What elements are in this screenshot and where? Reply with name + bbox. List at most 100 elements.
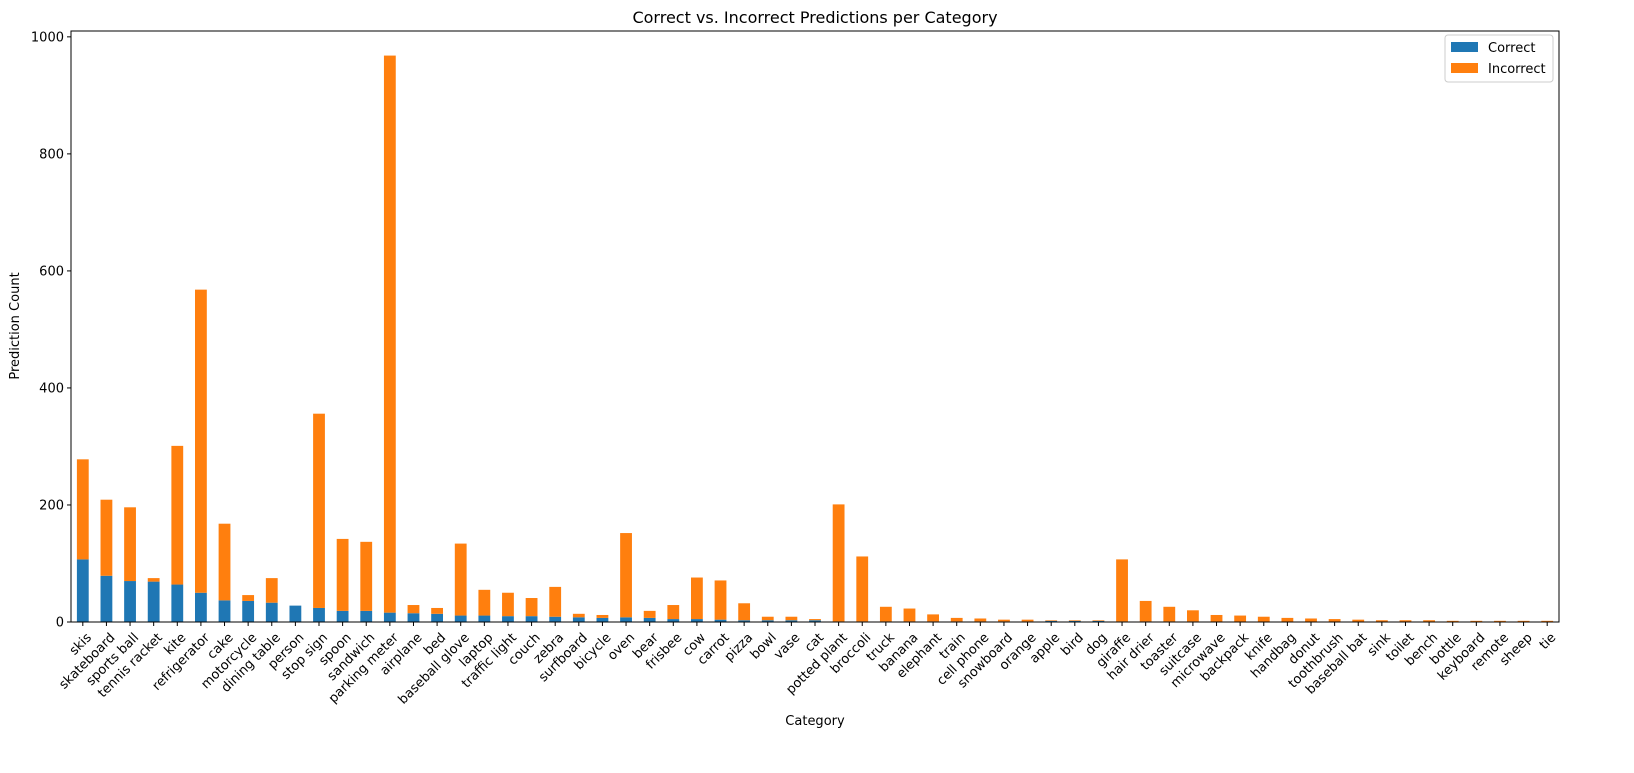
bar-incorrect-sandwich: [360, 541, 373, 611]
bar-incorrect-cow: [691, 577, 703, 620]
bar-incorrect-giraffe: [1116, 559, 1128, 622]
bar-correct-cat: [809, 620, 821, 622]
bar-correct-cake: [218, 600, 231, 622]
bar-incorrect-skateboard: [100, 499, 113, 576]
bar-incorrect-truck: [879, 606, 892, 622]
bar-correct-traffic-light: [502, 616, 514, 622]
bar-incorrect-bench: [1423, 620, 1435, 622]
bar-correct-bear: [643, 617, 656, 622]
bar-incorrect-stop-sign: [313, 413, 325, 608]
bar-incorrect-train: [950, 617, 963, 622]
y-tick-label-400: 400: [39, 381, 64, 396]
bar-incorrect-elephant: [927, 614, 939, 622]
bar-incorrect-baseball-glove: [454, 543, 467, 616]
bar-incorrect-bicycle: [596, 614, 609, 618]
bar-incorrect-skis: [76, 459, 89, 560]
bar-incorrect-apple: [1045, 620, 1058, 621]
bar-correct-oven: [620, 617, 632, 622]
bar-incorrect-spoon: [336, 538, 349, 611]
bar-correct-dog: [1092, 620, 1105, 622]
bar-correct-spoon: [336, 610, 349, 622]
bar-correct-cow: [691, 619, 703, 622]
bar-correct-couch: [525, 616, 538, 622]
bar-incorrect-carrot: [714, 580, 727, 620]
bar-correct-sandwich: [360, 610, 373, 622]
bar-correct-skis: [76, 559, 89, 622]
bar-incorrect-microwave: [1210, 614, 1223, 622]
bar-correct-bicycle: [596, 617, 609, 622]
bar-correct-apple: [1045, 620, 1058, 622]
bar-correct-pizza: [738, 620, 751, 622]
bar-incorrect-toothbrush: [1328, 619, 1341, 622]
bar-incorrect-broccoli: [856, 556, 869, 622]
bar-incorrect-traffic-light: [502, 592, 514, 617]
legend-label-correct: Correct: [1488, 41, 1535, 56]
plot-frame: [70, 30, 1560, 623]
bar-incorrect-snowboard: [998, 619, 1010, 622]
y-tick-label-800: 800: [39, 147, 64, 162]
bar-incorrect-bowl: [761, 616, 774, 621]
bar-correct-person: [289, 605, 302, 622]
bar-correct-motorcycle: [242, 600, 255, 622]
bar-incorrect-sink: [1375, 620, 1388, 622]
legend: Correct Incorrect: [1444, 34, 1554, 83]
bar-correct-baseball-glove: [454, 615, 467, 622]
bar-correct-carrot: [714, 619, 727, 622]
bar-correct-zebra: [549, 616, 562, 622]
y-tick-label-200: 200: [39, 498, 64, 513]
bar-incorrect-oven: [620, 533, 632, 618]
bar-correct-bed: [431, 613, 443, 622]
bar-correct-bird: [1068, 620, 1081, 622]
bar-incorrect-banana: [903, 608, 916, 622]
bar-incorrect-cake: [218, 523, 231, 601]
bar-incorrect-remote: [1494, 620, 1506, 622]
bar-incorrect-couch: [525, 598, 538, 617]
y-tick-label-600: 600: [39, 264, 64, 279]
bar-incorrect-orange: [1021, 619, 1034, 622]
bar-correct-frisbee: [667, 619, 680, 622]
bar-incorrect-zebra: [549, 586, 562, 617]
bar-incorrect-refrigerator: [195, 289, 207, 593]
bar-correct-dining-table: [265, 602, 278, 622]
bar-incorrect-sports-ball: [124, 507, 136, 582]
y-axis: 0 200 400 600 800 1000: [31, 30, 71, 631]
bar-incorrect-donut: [1305, 618, 1317, 622]
bar-incorrect-surfboard: [572, 613, 585, 618]
bar-incorrect-airplane: [407, 605, 420, 614]
bar-incorrect-sheep: [1517, 620, 1530, 622]
bar-incorrect-tie: [1541, 620, 1554, 622]
bar-incorrect-bottle: [1446, 620, 1459, 622]
bar-incorrect-dog: [1092, 620, 1105, 621]
bar-correct-vase: [785, 620, 798, 622]
bar-incorrect-bed: [431, 607, 443, 614]
bar-incorrect-tennis-racket: [147, 578, 160, 582]
bar-incorrect-bear: [643, 610, 656, 618]
bar-incorrect-toaster: [1163, 606, 1176, 622]
bar-correct-airplane: [407, 613, 420, 622]
bar-incorrect-baseball-bat: [1352, 619, 1365, 622]
legend-swatch-correct: [1451, 42, 1478, 52]
bar-correct-refrigerator: [195, 592, 207, 622]
bar-incorrect-dining-table: [265, 578, 278, 603]
bar-correct-laptop: [478, 615, 491, 622]
bar-incorrect-kite: [171, 445, 184, 585]
bar-correct-surfboard: [572, 617, 585, 622]
bar-incorrect-pizza: [738, 603, 751, 621]
x-axis-title: Category: [785, 714, 845, 729]
legend-label-incorrect: Incorrect: [1488, 62, 1546, 77]
bar-incorrect-cat: [809, 619, 821, 621]
bar-incorrect-frisbee: [667, 605, 680, 620]
bar-correct-sports-ball: [124, 581, 136, 622]
bar-incorrect-motorcycle: [242, 595, 255, 601]
y-tick-label-1000: 1000: [31, 30, 64, 45]
bar-correct-stop-sign: [313, 607, 325, 622]
bar-correct-skateboard: [100, 575, 113, 622]
bar-correct-parking-meter: [383, 612, 396, 622]
bar-incorrect-cell-phone: [974, 618, 987, 622]
bar-incorrect-knife: [1257, 616, 1270, 622]
legend-swatch-incorrect: [1451, 63, 1478, 73]
bar-incorrect-handbag: [1281, 617, 1294, 622]
bar-incorrect-backpack: [1234, 615, 1247, 622]
